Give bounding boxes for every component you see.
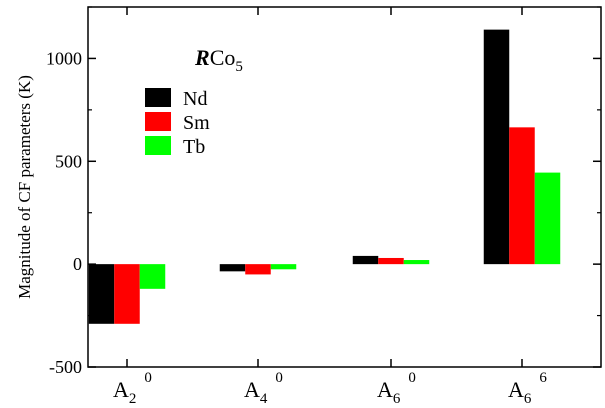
legend-label-sm: Sm — [183, 112, 210, 134]
y-tick-label: 0 — [73, 254, 82, 274]
bar-series — [88, 7, 561, 367]
legend-swatch-sm — [145, 112, 171, 131]
bar-sm-3 — [509, 127, 535, 265]
bar-nd-0 — [88, 264, 115, 324]
legend-swatch-nd — [145, 88, 171, 107]
bar-sm-2 — [378, 257, 404, 265]
bar-tb-1 — [270, 264, 297, 270]
y-axis-ticks: -500 0 500 1000 — [46, 6, 601, 377]
legend-title-subscript: 5 — [235, 59, 243, 75]
y-tick-label: 500 — [55, 151, 82, 171]
bar-tb-3 — [534, 172, 561, 265]
bar-sm-0 — [114, 264, 140, 324]
x-category-label: A66 — [508, 370, 547, 407]
x-category-label: A20 — [113, 370, 152, 407]
x-axis-category-labels: A20 A40 A60 A66 — [113, 370, 547, 407]
legend-title: RCo5 — [194, 45, 243, 75]
x-category-label: A60 — [377, 370, 416, 407]
y-tick-label: 1000 — [46, 48, 82, 68]
bar-nd-1 — [219, 264, 246, 272]
bar-nd-3 — [483, 29, 510, 265]
legend-title-compound: Co — [210, 45, 236, 70]
bar-tb-0 — [139, 264, 166, 289]
bar-tb-2 — [403, 260, 430, 265]
x-category-label: A40 — [244, 370, 283, 407]
plot-frame — [87, 6, 602, 368]
legend-swatch-tb — [145, 136, 171, 155]
y-tick-label: -500 — [49, 357, 82, 377]
legend-label-tb: Tb — [183, 136, 205, 158]
legend-title-element: R — [194, 45, 210, 70]
bar-nd-2 — [352, 255, 379, 265]
bar-sm-1 — [245, 264, 271, 275]
y-axis-title: Magnitude of CF parameters (K) — [15, 75, 34, 299]
legend-label-nd: Nd — [183, 88, 207, 110]
